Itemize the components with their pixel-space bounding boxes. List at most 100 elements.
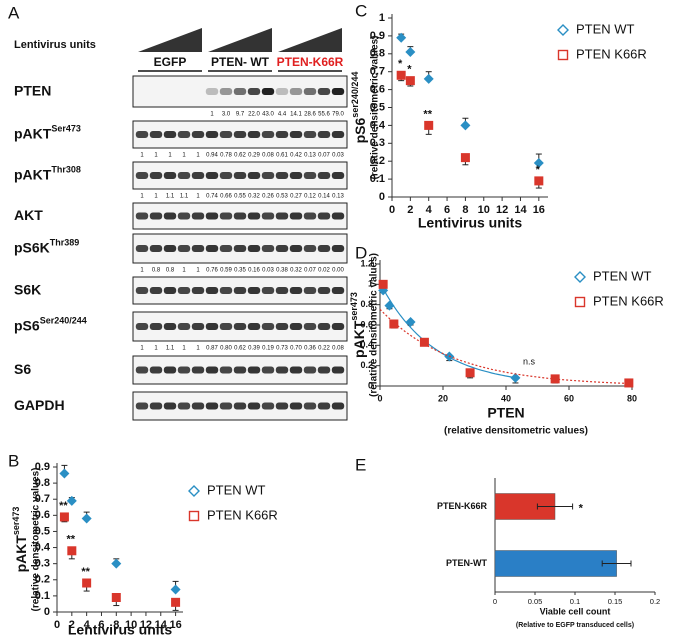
row-name: GAPDH xyxy=(14,397,65,413)
densitometry-value: 0.66 xyxy=(220,194,232,200)
x-tick-label: 0 xyxy=(493,597,497,606)
y-axis-label-main: pAKT xyxy=(351,320,367,358)
x-tick-label: 20 xyxy=(438,393,448,403)
significance-label: * xyxy=(407,64,412,76)
significance-label: * xyxy=(579,502,584,514)
densitometry-value: 0.59 xyxy=(220,268,232,274)
panel-letter: B xyxy=(8,451,19,470)
band xyxy=(233,245,247,252)
densitometry-value: 0.26 xyxy=(262,194,274,200)
point xyxy=(405,47,416,58)
band xyxy=(303,172,317,179)
dose-wedge xyxy=(278,28,342,52)
significance-label: ** xyxy=(59,500,68,512)
band xyxy=(275,88,289,95)
densitometry-value: 0.19 xyxy=(262,346,274,352)
band xyxy=(317,366,331,374)
x-tick-label: 0 xyxy=(54,619,60,631)
band xyxy=(163,323,177,330)
densitometry-value: 1 xyxy=(140,268,144,274)
row-site: Ser473 xyxy=(51,124,81,134)
y-axis-label: pAKTser473 xyxy=(11,507,28,573)
band xyxy=(317,88,331,95)
densitometry-value: 0.42 xyxy=(290,153,302,159)
band xyxy=(205,212,219,220)
band xyxy=(289,212,303,220)
y-tick-label: 0.4 xyxy=(360,340,373,350)
densitometry-value: 1 xyxy=(182,268,186,274)
row-site: Thr389 xyxy=(50,238,80,248)
band xyxy=(247,402,261,410)
densitometry-value: 14.1 xyxy=(290,112,302,118)
panel-letter: A xyxy=(8,3,20,22)
densitometry-value: 0.02 xyxy=(318,268,330,274)
band xyxy=(247,88,261,95)
y-tick-label: 0.6 xyxy=(360,319,373,329)
densitometry-value: 0.08 xyxy=(332,346,344,352)
y-axis-sublabel: (relative densitometric values) xyxy=(369,253,380,397)
y-tick-label: 0 xyxy=(379,191,385,203)
y-tick-label: 0.9 xyxy=(35,461,50,473)
row-label: GAPDH xyxy=(14,397,65,413)
y-axis-sublabel: (relative densitometric values) xyxy=(31,468,42,612)
band xyxy=(205,131,219,138)
band xyxy=(289,366,303,374)
band xyxy=(317,402,331,410)
point xyxy=(170,584,181,595)
band xyxy=(289,402,303,410)
band xyxy=(233,366,247,374)
band xyxy=(275,287,289,294)
row-label: pAKTSer473 xyxy=(14,124,81,141)
x-tick-label: 2 xyxy=(407,204,413,216)
point xyxy=(59,512,69,522)
x-tick-label: 12 xyxy=(140,619,152,631)
point xyxy=(66,495,77,506)
band xyxy=(317,287,331,294)
band xyxy=(247,366,261,374)
y-tick-label: 0.1 xyxy=(370,173,385,185)
band xyxy=(135,172,149,179)
band xyxy=(275,366,289,374)
band xyxy=(219,287,233,294)
trendline xyxy=(379,308,629,384)
y-axis-label-sup: ser473 xyxy=(11,507,21,536)
band xyxy=(135,245,149,252)
row-label: pS6KThr389 xyxy=(14,238,79,255)
row-label: S6K xyxy=(14,281,41,297)
point xyxy=(82,578,92,588)
densitometry-value: 0.78 xyxy=(220,153,232,159)
band xyxy=(261,245,275,252)
densitometry-value: 0.07 xyxy=(318,153,330,159)
densitometry-value: 79.0 xyxy=(332,112,344,118)
band xyxy=(247,131,261,138)
band xyxy=(219,131,233,138)
densitometry-value: 1 xyxy=(168,153,172,159)
point xyxy=(396,32,407,43)
x-tick-label: 0.2 xyxy=(650,597,660,606)
densitometry-value: 28.6 xyxy=(304,112,316,118)
band xyxy=(317,212,331,220)
y-axis-label-main: pAKT xyxy=(13,535,29,573)
densitometry-value: 22.0 xyxy=(248,112,260,118)
row-label: pAKTThr308 xyxy=(14,165,81,182)
band xyxy=(205,88,219,95)
panel-letter: E xyxy=(355,455,366,474)
densitometry-value: 1 xyxy=(182,346,186,352)
significance-label: ** xyxy=(423,108,432,120)
band xyxy=(247,212,261,220)
densitometry-value: 0.80 xyxy=(220,346,232,352)
row-site: Ser240/244 xyxy=(40,316,87,326)
y-tick-label: 1 xyxy=(379,12,385,24)
band xyxy=(261,131,275,138)
band xyxy=(219,366,233,374)
row-label: pS6Ser240/244 xyxy=(14,316,87,333)
point xyxy=(378,279,388,289)
band xyxy=(247,323,261,330)
band xyxy=(331,212,345,220)
trendline xyxy=(379,282,516,379)
point xyxy=(419,337,429,347)
densitometry-value: 0.87 xyxy=(206,346,218,352)
x-tick-label: 0 xyxy=(389,204,395,216)
y-axis-label: pAKTser473 xyxy=(349,292,366,358)
y-tick-label: 0.2 xyxy=(360,360,373,370)
